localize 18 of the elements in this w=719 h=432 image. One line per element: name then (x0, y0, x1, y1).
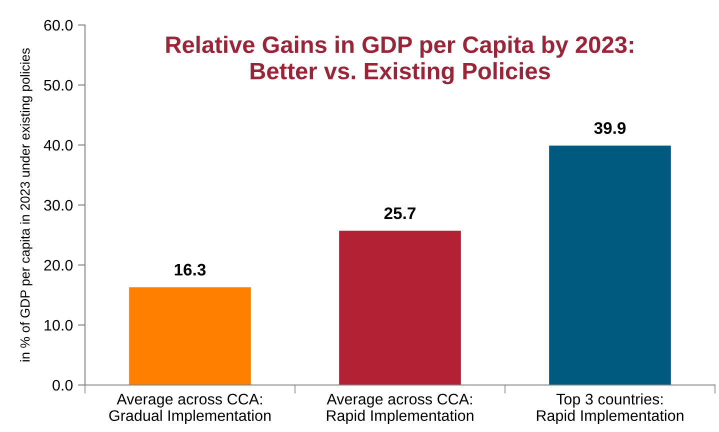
y-tick-label: 0.0 (52, 380, 73, 391)
y-tick-label: 40.0 (44, 140, 73, 151)
data-label: 16.3 (174, 264, 206, 276)
bar (129, 287, 251, 385)
y-tick-label: 30.0 (44, 200, 73, 211)
data-label: 25.7 (384, 207, 416, 220)
bar (549, 146, 671, 385)
x-tick-label: Average across CCA: Rapid Implementation (326, 394, 474, 424)
text: Relative Gains in GDP per Capita by 2023: Better vs. Existing Policies (166, 36, 634, 84)
y-tick-label: 10.0 (44, 320, 73, 331)
y-tick-label: 50.0 (44, 80, 73, 91)
data-label: 39.9 (594, 122, 626, 134)
y-axis-title: in % of GDP per capita in 2023 under existing policies (20, 48, 32, 362)
x-tick-label: Top 3 countries: Rapid Implementation (536, 393, 684, 424)
y-tick-label: 60.0 (44, 20, 73, 31)
x-tick-label: Average across CCA: Gradual Implementation (109, 394, 271, 424)
bar (339, 230, 461, 385)
y-tick-label: 20.0 (44, 260, 73, 271)
